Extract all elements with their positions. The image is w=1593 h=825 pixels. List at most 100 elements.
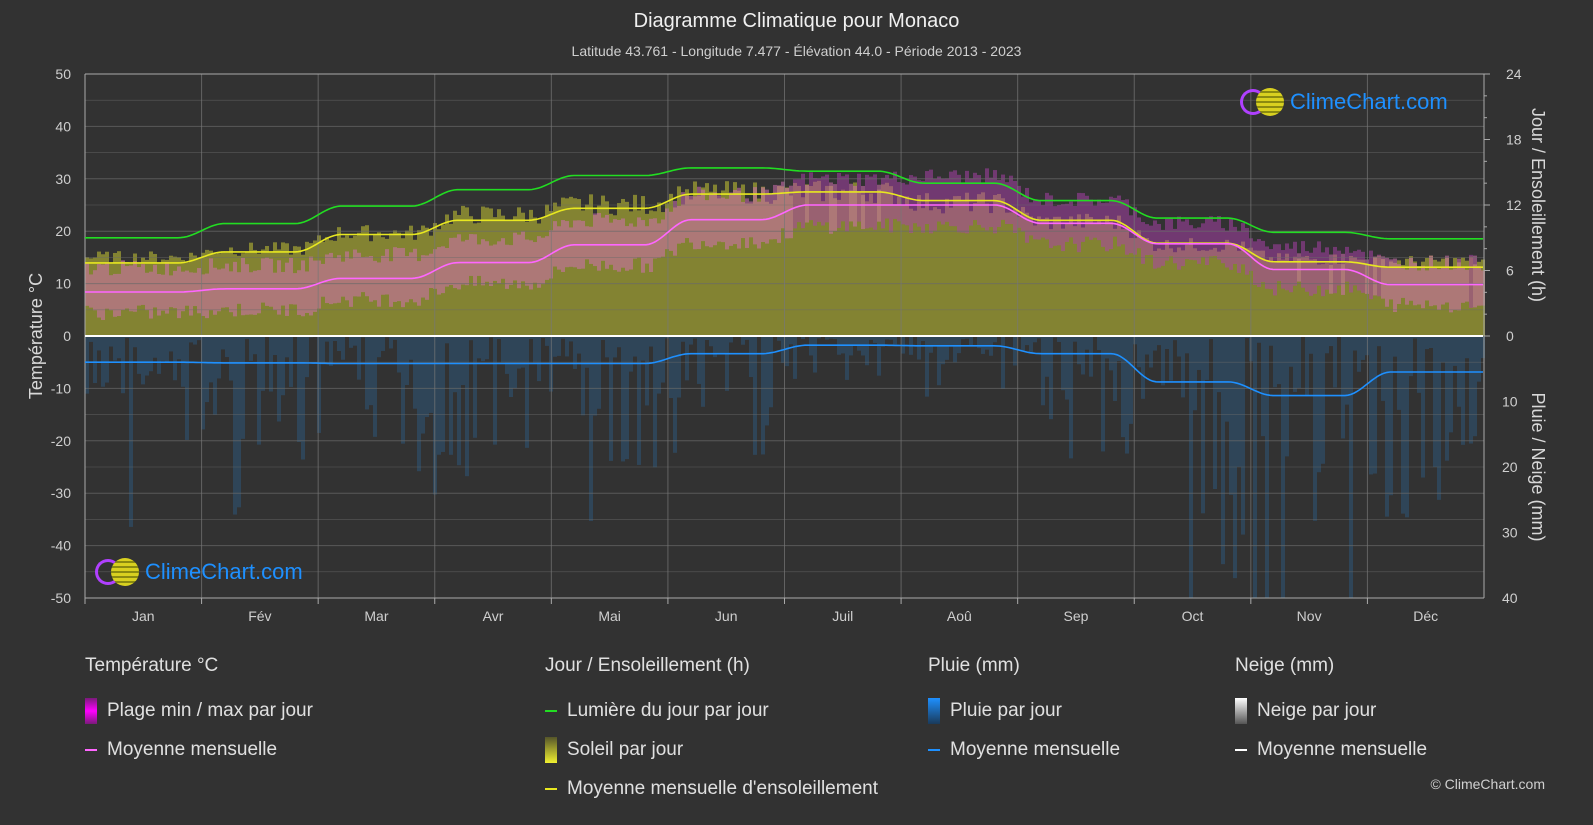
rain-day-bar	[565, 336, 569, 357]
rain-day-bar	[509, 336, 513, 398]
temp-range-bar	[1313, 247, 1317, 294]
sun-day-bar	[1193, 248, 1197, 336]
rain-day-bar	[149, 336, 153, 372]
rain-day-bar	[401, 336, 405, 444]
legend-title: Neige (mm)	[1235, 655, 1335, 676]
sun-day-bar	[861, 194, 865, 336]
rain-day-bar	[1065, 336, 1069, 400]
temp-range-bar	[881, 177, 885, 229]
sun-day-bar	[749, 203, 753, 336]
sun-day-bar	[653, 211, 657, 336]
sun-day-bar	[885, 182, 889, 336]
sun-day-bar	[589, 194, 593, 336]
y-tick-label-left: -10	[51, 380, 71, 396]
rain-day-bar	[1205, 336, 1209, 380]
sun-day-bar	[1133, 238, 1137, 336]
sun-day-bar	[825, 185, 829, 336]
sun-day-bar	[881, 184, 885, 336]
rain-day-bar	[665, 336, 669, 339]
temp-range-bar	[853, 185, 857, 227]
temp-range-bar	[517, 234, 521, 289]
sun-day-bar	[1225, 239, 1229, 336]
sun-day-bar	[1061, 228, 1065, 336]
temp-range-bar	[229, 271, 233, 313]
sun-day-bar	[865, 201, 869, 336]
rain-day-bar	[917, 336, 921, 360]
temp-range-bar	[213, 267, 217, 315]
rain-day-bar	[257, 336, 261, 445]
temp-range-bar	[861, 185, 865, 230]
y-tick-label-hours: 24	[1506, 66, 1522, 82]
legend-temperature: Température °C Plage min / max par jour …	[85, 655, 313, 769]
sun-day-bar	[1113, 228, 1117, 336]
temp-range-bar	[557, 226, 561, 270]
temp-range-bar	[333, 258, 337, 304]
sun-day-bar	[1041, 218, 1045, 336]
rain-day-bar	[1201, 336, 1205, 514]
rain-day-bar	[793, 336, 797, 379]
y-tick-label-hours: 12	[1506, 197, 1522, 213]
sun-day-bar	[833, 198, 837, 336]
rain-day-bar	[885, 336, 889, 340]
sun-day-bar	[733, 182, 737, 336]
temp-range-bar	[653, 218, 657, 259]
sun-day-bar	[645, 213, 649, 336]
rain-day-bar	[649, 336, 653, 347]
sun-day-bar	[977, 194, 981, 336]
rain-day-bar	[1173, 336, 1177, 341]
rain-day-bar	[1437, 336, 1441, 500]
rain-day-bar	[953, 336, 957, 363]
temp-range-bar	[869, 176, 873, 228]
logo-bottom: ClimeChart.com	[95, 558, 303, 586]
rain-day-bar	[1401, 336, 1405, 514]
temp-range-bar	[1005, 182, 1009, 225]
rain-day-bar	[833, 336, 837, 340]
legend-item: Moyenne mensuelle d'ensoleillement	[567, 777, 878, 799]
rain-day-bar	[1117, 336, 1121, 362]
temp-range-bar	[1285, 243, 1289, 291]
rain-day-bar	[341, 336, 345, 360]
temp-range-bar	[1329, 254, 1333, 294]
rain-day-bar	[1357, 336, 1361, 372]
sun-day-bar	[721, 190, 725, 336]
rain-day-bar	[765, 336, 769, 426]
sun-day-bar	[1325, 263, 1329, 336]
temp-range-bar	[1009, 175, 1013, 225]
legend-title: Température °C	[85, 655, 219, 676]
y-tick-label-left: -30	[51, 485, 71, 501]
sun-day-bar	[1233, 245, 1237, 336]
sun-day-bar	[1025, 212, 1029, 336]
rain-day-bar	[1313, 336, 1317, 521]
rain-day-bar	[353, 336, 357, 346]
rain-day-bar	[617, 336, 621, 348]
temp-range-bar	[917, 180, 921, 227]
x-tick-label: Sep	[1063, 608, 1088, 624]
temp-range-bar	[657, 223, 661, 258]
temp-range-bar	[989, 177, 993, 228]
sun-day-bar	[1329, 264, 1333, 336]
temp-range-bar	[937, 176, 941, 222]
rain-day-bar	[169, 336, 173, 352]
sun-day-bar	[1213, 247, 1217, 336]
sun-day-bar	[957, 196, 961, 336]
rain-day-bar	[557, 336, 561, 356]
sun-day-bar	[1369, 264, 1373, 336]
temp-range-bar	[1417, 270, 1421, 305]
temp-range-bar	[1449, 269, 1453, 313]
sun-day-bar	[1309, 259, 1313, 336]
sun-day-bar	[877, 189, 881, 336]
y-tick-label-mm: 10	[1502, 394, 1518, 410]
temp-range-bar	[709, 194, 713, 248]
sun-day-bar	[1173, 252, 1177, 336]
rain-day-bar	[945, 336, 949, 360]
sun-day-bar	[1077, 214, 1081, 336]
temp-range-bar	[761, 187, 765, 242]
sun-day-bar	[765, 201, 769, 336]
temp-range-bar	[1305, 251, 1309, 292]
rain-day-bar	[1101, 336, 1105, 452]
sun-day-bar	[869, 193, 873, 336]
sun-day-bar	[805, 184, 809, 336]
temp-range-bar	[393, 247, 397, 302]
rain-day-bar	[1345, 336, 1349, 405]
rain-day-bar	[1469, 336, 1473, 444]
